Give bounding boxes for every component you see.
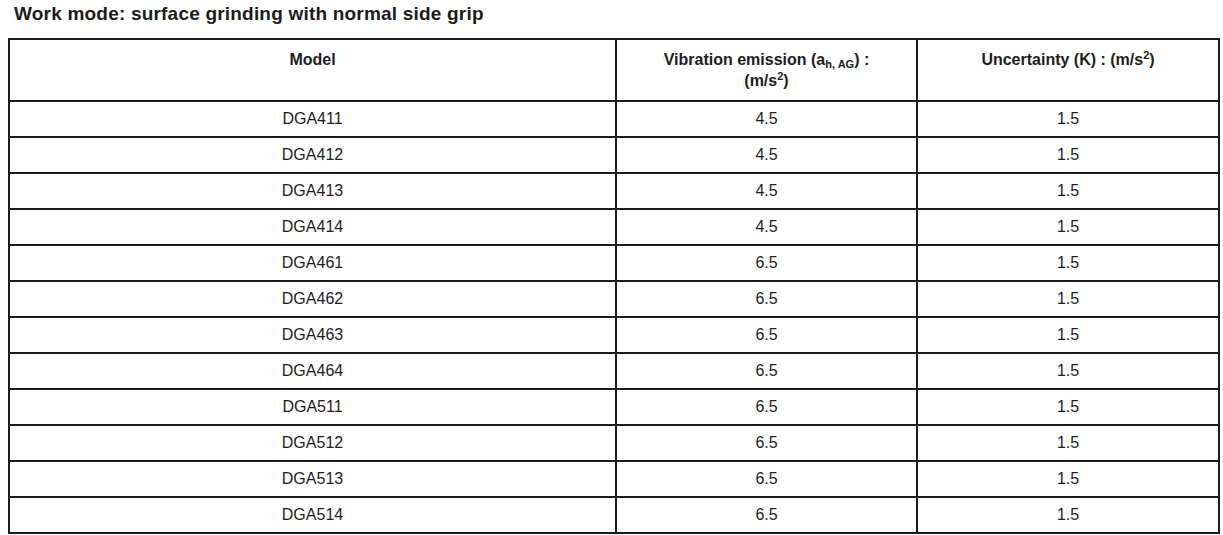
vibration-cell: 6.5: [616, 425, 917, 461]
header-uncertainty: Uncertainty (K) : (m/s2): [917, 39, 1219, 101]
model-cell: DGA461: [9, 245, 616, 281]
header-vibration-line1: Vibration emission (ah, AG) :: [664, 51, 870, 68]
table-row: DGA412 4.5 1.5: [9, 137, 1219, 173]
vibration-cell: 6.5: [616, 497, 917, 533]
model-cell: DGA411: [9, 101, 616, 137]
vibration-subscript: h, AG: [825, 58, 854, 70]
header-uncertainty-label: Uncertainty (K) : (m/s2): [981, 51, 1154, 68]
vibration-cell: 4.5: [616, 209, 917, 245]
header-model: Model: [9, 39, 616, 101]
model-cell: DGA513: [9, 461, 616, 497]
header-model-label: Model: [289, 51, 335, 68]
vibration-cell: 4.5: [616, 173, 917, 209]
model-cell: DGA511: [9, 389, 616, 425]
table-row: DGA461 6.5 1.5: [9, 245, 1219, 281]
uncertainty-cell: 1.5: [917, 281, 1219, 317]
vibration-cell: 4.5: [616, 101, 917, 137]
table-row: DGA513 6.5 1.5: [9, 461, 1219, 497]
vibration-table: Model Vibration emission (ah, AG) : (m/s…: [8, 38, 1220, 534]
model-cell: DGA463: [9, 317, 616, 353]
vibration-cell: 6.5: [616, 389, 917, 425]
table-row: DGA464 6.5 1.5: [9, 353, 1219, 389]
uncertainty-cell: 1.5: [917, 101, 1219, 137]
table-row: DGA462 6.5 1.5: [9, 281, 1219, 317]
table-row: DGA413 4.5 1.5: [9, 173, 1219, 209]
page-title: Work mode: surface grinding with normal …: [0, 0, 1223, 25]
table-row: DGA511 6.5 1.5: [9, 389, 1219, 425]
uncertainty-cell: 1.5: [917, 137, 1219, 173]
table-row: DGA411 4.5 1.5: [9, 101, 1219, 137]
vibration-cell: 4.5: [616, 137, 917, 173]
table-row: DGA414 4.5 1.5: [9, 209, 1219, 245]
uncertainty-cell: 1.5: [917, 245, 1219, 281]
vibration-cell: 6.5: [616, 245, 917, 281]
uncertainty-cell: 1.5: [917, 389, 1219, 425]
model-cell: DGA412: [9, 137, 616, 173]
header-vibration-line2: (m/s2): [744, 72, 788, 89]
uncertainty-cell: 1.5: [917, 425, 1219, 461]
table-row: DGA512 6.5 1.5: [9, 425, 1219, 461]
uncertainty-cell: 1.5: [917, 317, 1219, 353]
model-cell: DGA413: [9, 173, 616, 209]
uncertainty-cell: 1.5: [917, 173, 1219, 209]
uncertainty-cell: 1.5: [917, 209, 1219, 245]
table-row: DGA514 6.5 1.5: [9, 497, 1219, 533]
vibration-cell: 6.5: [616, 317, 917, 353]
uncertainty-cell: 1.5: [917, 497, 1219, 533]
model-cell: DGA514: [9, 497, 616, 533]
model-cell: DGA414: [9, 209, 616, 245]
uncertainty-cell: 1.5: [917, 353, 1219, 389]
model-cell: DGA464: [9, 353, 616, 389]
vibration-cell: 6.5: [616, 281, 917, 317]
header-row: Model Vibration emission (ah, AG) : (m/s…: [9, 39, 1219, 101]
vibration-cell: 6.5: [616, 461, 917, 497]
model-cell: DGA512: [9, 425, 616, 461]
vibration-cell: 6.5: [616, 353, 917, 389]
model-cell: DGA462: [9, 281, 616, 317]
table-row: DGA463 6.5 1.5: [9, 317, 1219, 353]
uncertainty-cell: 1.5: [917, 461, 1219, 497]
header-vibration: Vibration emission (ah, AG) : (m/s2): [616, 39, 917, 101]
